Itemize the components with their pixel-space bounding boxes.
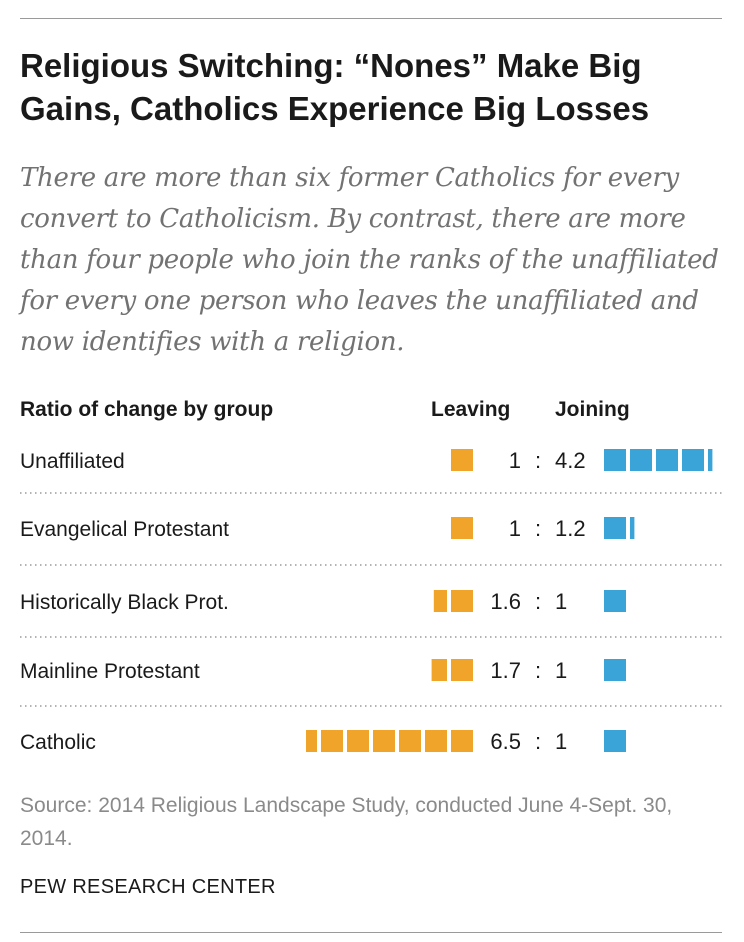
leaving-bar-segment	[399, 730, 421, 752]
category-label: Mainline Protestant	[20, 660, 200, 683]
joining-value-label: 1.2	[555, 516, 586, 541]
leaving-bar-segment	[433, 590, 447, 612]
joining-value-label: 1	[555, 658, 567, 683]
joining-bar-segment	[604, 590, 626, 612]
leaving-bar-segment	[306, 730, 317, 752]
leaving-bar-segment	[373, 730, 395, 752]
leaving-column-header: Leaving	[431, 398, 511, 421]
category-label: Catholic	[20, 731, 96, 754]
joining-value-label: 1	[555, 589, 567, 614]
joining-bar-segment	[708, 449, 713, 471]
joining-bar-segment	[604, 449, 626, 471]
joining-value-label: 1	[555, 729, 567, 754]
category-label: Historically Black Prot.	[20, 591, 229, 614]
leaving-value-label: 6.5	[490, 729, 521, 754]
leaving-bar-segment	[451, 730, 473, 752]
leaving-bar-segment	[347, 730, 369, 752]
leaving-value-label: 1	[509, 516, 521, 541]
chart-subtitle: There are more than six former Catholics…	[20, 163, 719, 357]
joining-bar-segment	[604, 659, 626, 681]
joining-bar-segment	[630, 449, 652, 471]
category-label: Evangelical Protestant	[20, 518, 229, 541]
leaving-value-label: 1.6	[490, 589, 521, 614]
top-rule	[20, 18, 722, 19]
leaving-value-label: 1	[509, 448, 521, 473]
ratio-separator: :	[535, 589, 541, 614]
leaving-bar-segment	[431, 659, 447, 681]
leaving-bar-segment	[451, 517, 473, 539]
joining-bar-segment	[604, 730, 626, 752]
joining-column-header: Joining	[555, 398, 630, 421]
group-column-header: Ratio of change by group	[20, 398, 274, 421]
leaving-bar-segment	[451, 449, 473, 471]
source-note: Source: 2014 Religious Landscape Study, …	[20, 794, 673, 850]
ratio-separator: :	[535, 516, 541, 541]
ratio-separator: :	[535, 658, 541, 683]
joining-value-label: 4.2	[555, 448, 586, 473]
joining-bar-segment	[656, 449, 678, 471]
leaving-value-label: 1.7	[490, 658, 521, 683]
leaving-bar-segment	[451, 590, 473, 612]
chart-title: Religious Switching: “Nones” Make Big Ga…	[20, 47, 650, 127]
ratio-separator: :	[535, 448, 541, 473]
leaving-bar-segment	[451, 659, 473, 681]
joining-bar-segment	[604, 517, 626, 539]
organization-credit: PEW RESEARCH CENTER	[20, 876, 276, 898]
joining-bar-segment	[630, 517, 635, 539]
leaving-bar-segment	[321, 730, 343, 752]
category-label: Unaffiliated	[20, 450, 125, 473]
leaving-bar-segment	[425, 730, 447, 752]
joining-bar-segment	[682, 449, 704, 471]
bottom-rule	[20, 932, 722, 933]
ratio-separator: :	[535, 729, 541, 754]
